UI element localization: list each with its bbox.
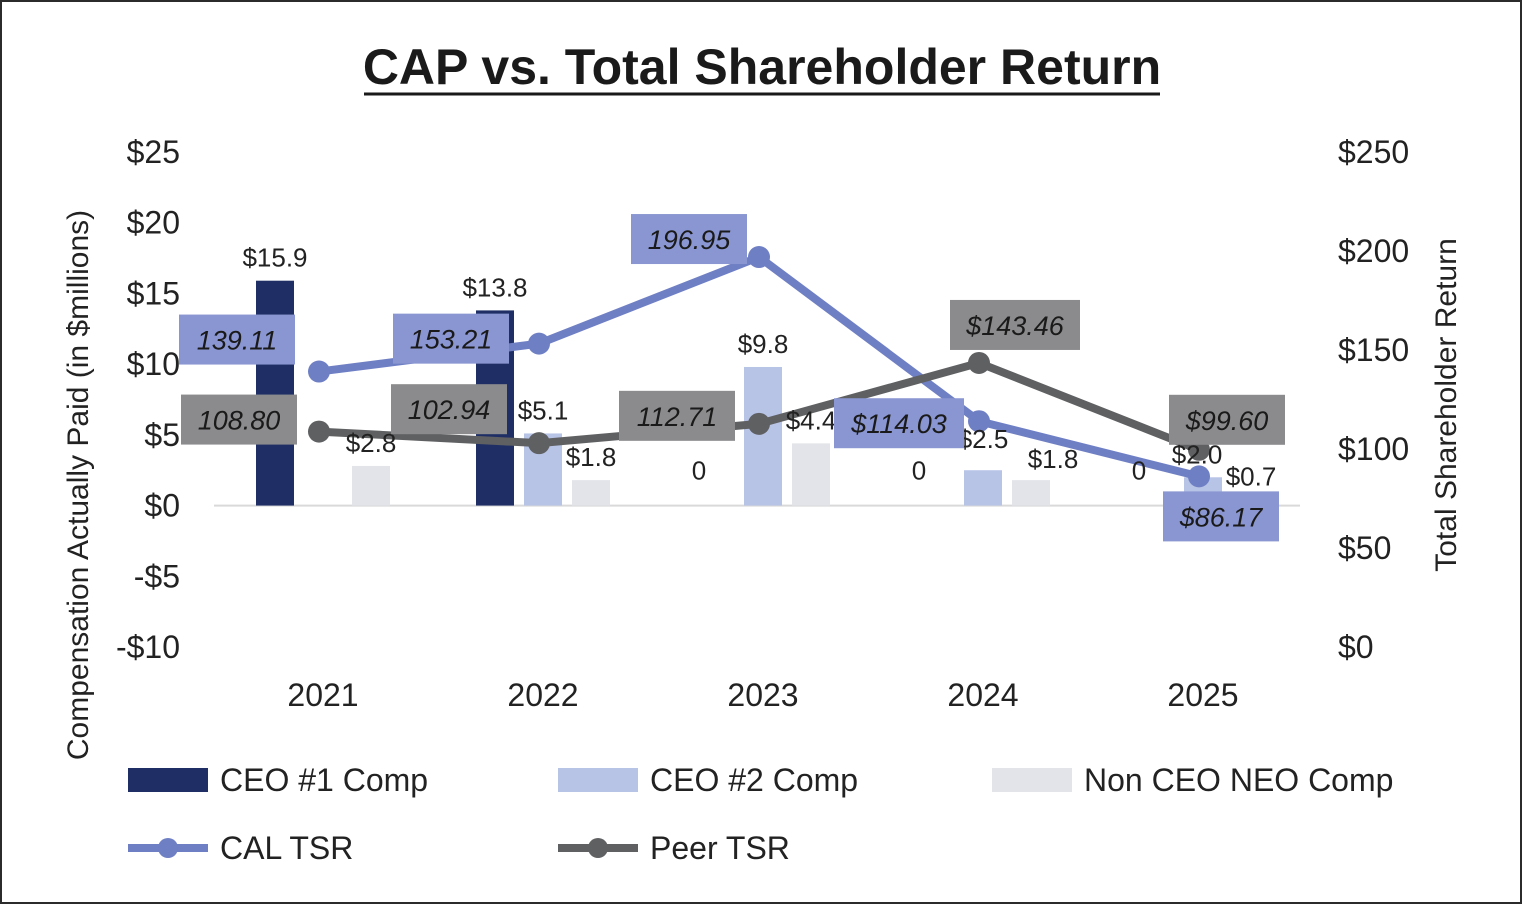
left-tick-label: $5 — [144, 417, 180, 453]
legend-layer: CEO #1 Comp CEO #2 Comp Non CEO NEO Comp CA… — [128, 762, 1393, 866]
cal-tsr-label: 139.11 — [197, 326, 278, 356]
ceo1-bar-label: $13.8 — [462, 272, 527, 302]
zero-value-label: 0 — [912, 456, 926, 486]
legend-peer-tsr-marker — [588, 838, 608, 858]
cal-tsr-point — [968, 410, 990, 433]
peer-tsr-label: 112.71 — [637, 402, 718, 432]
cal-tsr-label: 196.95 — [648, 225, 732, 255]
chart-title: CAP vs. Total Shareholder Return — [363, 39, 1161, 95]
right-tick-label: $50 — [1338, 530, 1391, 566]
cal-tsr-point — [748, 246, 770, 269]
label-layer: $15.9$13.8$5.1$9.8$2.5$2.0$2.8 $1.8$4.4$1… — [179, 214, 1285, 542]
legend-peer-tsr-label: Peer TSR — [650, 830, 790, 866]
left-tick-label: -$5 — [134, 558, 180, 594]
right-tick-label: $200 — [1338, 233, 1409, 269]
cal-tsr-point — [308, 360, 330, 383]
neo-bar-label: $0.7 — [1226, 462, 1277, 492]
ceo2-bar-label: $5.1 — [518, 395, 569, 425]
neo-bar — [792, 443, 830, 506]
neo-bar-label: $1.8 — [1028, 444, 1079, 474]
ceo1-bar-label: $15.9 — [242, 243, 307, 273]
left-tick-label: $10 — [127, 346, 180, 382]
peer-tsr-point — [308, 420, 330, 443]
left-tick-label: $15 — [127, 275, 180, 311]
right-axis-title: Total Shareholder Return — [1430, 238, 1463, 572]
peer-tsr-label-box — [950, 299, 1080, 350]
category-label: 2024 — [947, 677, 1018, 713]
legend-neo-label: Non CEO NEO Comp — [1084, 762, 1393, 798]
legend-neo-swatch — [992, 768, 1072, 792]
left-tick-label: $20 — [127, 205, 180, 241]
legend-ceo1-swatch — [128, 768, 208, 792]
category-label: 2022 — [507, 677, 578, 713]
legend-cal-tsr-label: CAL TSR — [220, 830, 353, 866]
peer-tsr-label: $143.46 — [965, 311, 1065, 341]
zero-value-label: 0 — [692, 456, 706, 486]
neo-bar-label: $1.8 — [566, 442, 617, 472]
cal-tsr-label: $114.03 — [850, 409, 947, 439]
ceo2-bar-label: $9.8 — [738, 329, 789, 359]
peer-tsr-label: 102.94 — [408, 395, 491, 425]
neo-bar — [1012, 480, 1050, 506]
neo-bar — [352, 465, 390, 506]
neo-bar-label: $2.8 — [346, 428, 397, 458]
right-tick-label: $150 — [1338, 332, 1409, 368]
cal-tsr-point — [1188, 465, 1210, 488]
ceo2-bar-label: $2.5 — [958, 424, 1009, 454]
legend-ceo1-label: CEO #1 Comp — [220, 762, 428, 798]
left-tick-label: $0 — [144, 488, 180, 524]
peer-tsr-label-box — [181, 394, 297, 445]
left-tick-label: $25 — [127, 134, 180, 170]
category-label: 2023 — [727, 677, 798, 713]
cal-tsr-label: 153.21 — [410, 325, 493, 355]
ceo2-bar — [964, 470, 1002, 506]
legend-ceo2-label: CEO #2 Comp — [650, 762, 858, 798]
cal-tsr-label-box — [393, 313, 509, 364]
cal-tsr-label-box — [631, 214, 747, 265]
peer-tsr-label: $99.60 — [1185, 406, 1269, 436]
cal-tsr-label-box — [1163, 491, 1279, 542]
legend-cal-tsr-marker — [158, 838, 178, 858]
legend-ceo2-swatch — [558, 768, 638, 792]
neo-bar — [572, 480, 610, 506]
cal-tsr-label-box — [179, 314, 295, 365]
right-tick-label: $0 — [1338, 629, 1374, 665]
left-tick-label: -$10 — [116, 629, 180, 665]
cal-tsr-point — [528, 332, 550, 355]
peer-tsr-point — [968, 351, 990, 374]
peer-tsr-point — [528, 432, 550, 455]
ceo2-bar — [744, 366, 782, 506]
right-tick-label: $100 — [1338, 431, 1409, 467]
cal-tsr-label: $86.17 — [1179, 502, 1264, 532]
left-axis-title: Compensation Actually Paid (in $millions… — [62, 210, 95, 760]
neo-bar-label: $4.4 — [786, 405, 837, 435]
zero-value-label: 0 — [1132, 456, 1146, 486]
ceo1-bar — [256, 280, 294, 506]
peer-tsr-label: 108.80 — [198, 406, 281, 436]
right-tick-label: $250 — [1338, 134, 1409, 170]
peer-tsr-point — [748, 412, 770, 435]
peer-tsr-label-box — [619, 390, 735, 441]
cal-tsr-label-box — [834, 398, 964, 449]
category-label: 2025 — [1167, 677, 1238, 713]
peer-tsr-label-box — [391, 384, 507, 435]
axis-layer: $25 $20 $15 $10 $5 $0 -$5 -$10 $250 $200 $150 $100 $… — [62, 134, 1463, 760]
peer-tsr-label-box — [1169, 394, 1285, 445]
category-label: 2021 — [287, 677, 358, 713]
